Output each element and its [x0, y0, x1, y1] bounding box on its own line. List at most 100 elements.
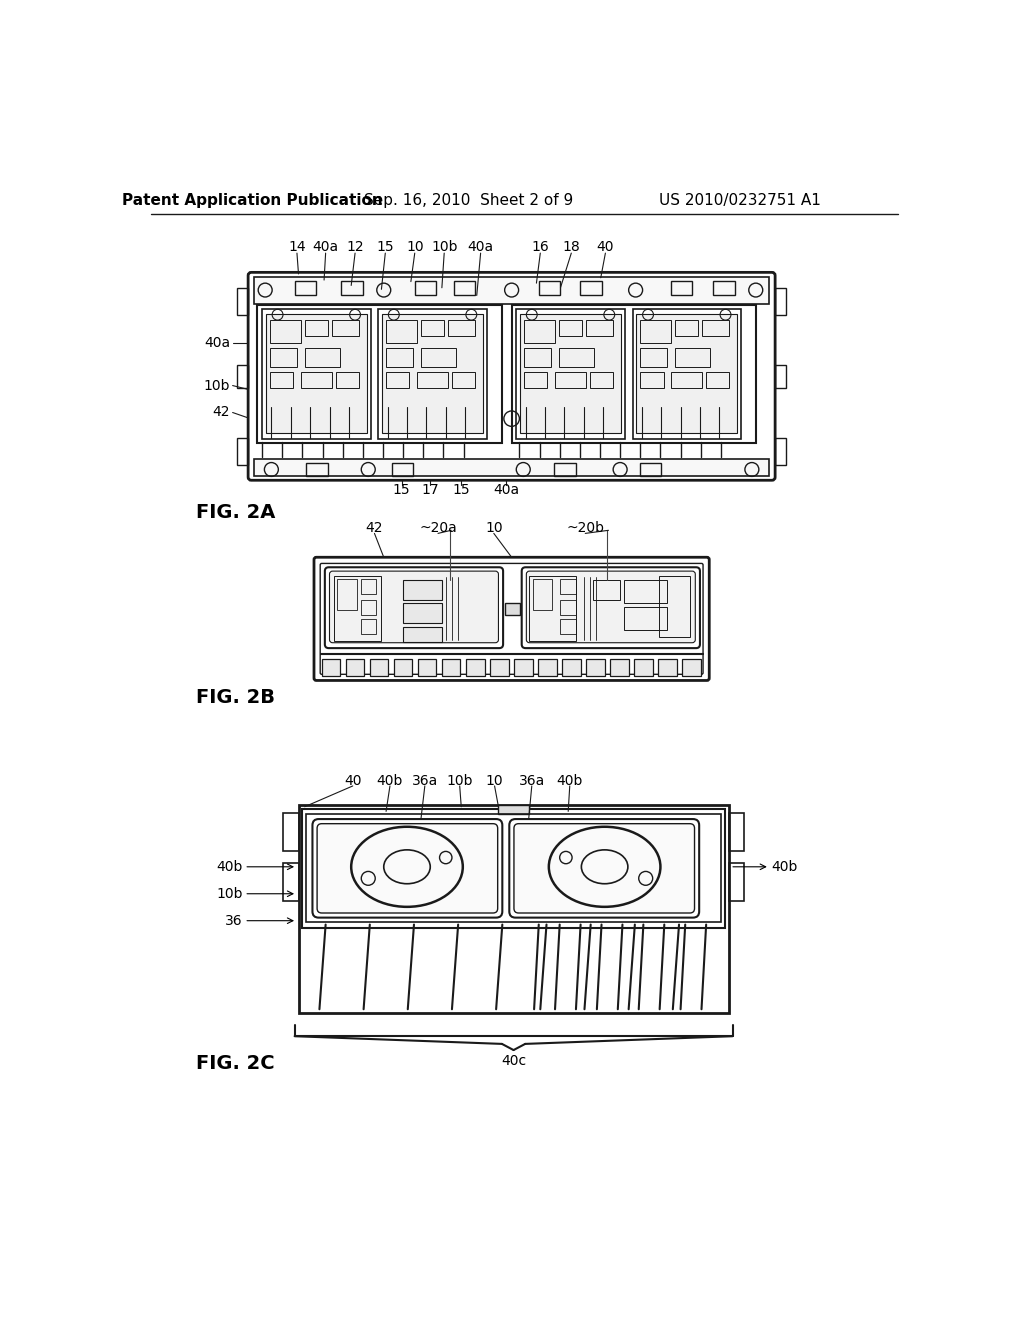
Bar — [332, 321, 359, 335]
Bar — [532, 579, 552, 610]
FancyBboxPatch shape — [514, 824, 694, 913]
Text: 36a: 36a — [412, 774, 438, 788]
Bar — [341, 281, 362, 294]
Bar — [775, 364, 786, 388]
Bar — [238, 288, 248, 314]
Text: FIG. 2B: FIG. 2B — [197, 688, 275, 708]
FancyBboxPatch shape — [330, 572, 499, 643]
Text: 40b: 40b — [216, 859, 243, 874]
Bar — [559, 321, 583, 335]
Bar — [524, 321, 555, 343]
Bar — [403, 581, 442, 599]
Bar — [454, 281, 475, 294]
Bar — [415, 281, 436, 294]
Bar — [403, 627, 442, 642]
Bar — [270, 321, 301, 343]
Bar — [306, 814, 721, 923]
Text: 40a: 40a — [468, 240, 494, 253]
Text: Patent Application Publication: Patent Application Publication — [122, 193, 382, 209]
Bar — [254, 459, 769, 475]
Bar — [520, 314, 621, 433]
Bar — [729, 813, 744, 851]
Bar — [299, 805, 729, 1014]
Bar — [360, 619, 376, 635]
Bar — [671, 281, 692, 294]
Text: 40: 40 — [597, 240, 614, 253]
Bar — [529, 576, 575, 642]
Bar — [442, 659, 461, 676]
Bar — [524, 348, 551, 367]
Bar — [498, 805, 528, 814]
Bar — [391, 463, 414, 475]
Text: US 2010/0232751 A1: US 2010/0232751 A1 — [659, 193, 821, 209]
Text: 40: 40 — [344, 774, 361, 788]
Bar — [516, 309, 625, 438]
Bar — [593, 581, 621, 599]
FancyBboxPatch shape — [317, 824, 498, 913]
Bar — [386, 348, 414, 367]
Bar — [640, 463, 662, 475]
Bar — [270, 348, 297, 367]
FancyBboxPatch shape — [526, 572, 695, 643]
Text: 42: 42 — [366, 521, 383, 535]
Bar — [238, 364, 248, 388]
Bar — [262, 309, 371, 438]
Bar — [334, 576, 381, 642]
Bar — [640, 348, 668, 367]
Bar — [590, 372, 613, 388]
Bar — [562, 659, 581, 676]
Text: 42: 42 — [213, 405, 230, 420]
Text: FIG. 2C: FIG. 2C — [197, 1053, 274, 1073]
Bar — [524, 372, 547, 388]
Text: 10: 10 — [485, 521, 503, 535]
Bar — [403, 603, 442, 623]
Bar — [560, 599, 575, 615]
Bar — [238, 438, 248, 465]
Bar — [418, 659, 436, 676]
Text: 17: 17 — [422, 483, 439, 496]
Text: 40b: 40b — [377, 774, 403, 788]
Text: 18: 18 — [562, 240, 581, 253]
Bar — [682, 659, 700, 676]
Bar — [702, 321, 729, 335]
Bar — [336, 372, 359, 388]
Bar — [295, 281, 316, 294]
Bar — [539, 281, 560, 294]
Bar — [610, 659, 629, 676]
Text: 40c: 40c — [501, 1053, 526, 1068]
Text: ~20a: ~20a — [419, 521, 457, 535]
Bar — [658, 576, 690, 638]
Bar — [305, 321, 328, 335]
Text: FIG. 2A: FIG. 2A — [197, 503, 275, 523]
Text: 36: 36 — [225, 913, 243, 928]
Text: 10: 10 — [406, 240, 424, 253]
Text: ~20b: ~20b — [566, 521, 604, 535]
Bar — [306, 463, 328, 475]
Bar — [640, 372, 664, 388]
Text: 10b: 10b — [216, 887, 243, 900]
Text: 14: 14 — [288, 240, 306, 253]
Bar — [382, 314, 483, 433]
Bar — [514, 659, 532, 676]
Bar — [337, 579, 356, 610]
Text: 40a: 40a — [494, 483, 519, 496]
Bar — [554, 463, 575, 475]
Bar — [624, 607, 667, 631]
Bar — [640, 321, 672, 343]
Bar — [305, 348, 340, 367]
Text: 40a: 40a — [312, 240, 339, 253]
Bar — [675, 321, 698, 335]
Bar — [633, 309, 741, 438]
Bar — [586, 659, 604, 676]
Bar — [512, 305, 756, 444]
Text: 15: 15 — [377, 240, 394, 253]
Text: 15: 15 — [453, 483, 470, 496]
Bar — [586, 321, 613, 335]
Text: 36a: 36a — [518, 774, 545, 788]
Bar — [672, 372, 702, 388]
Bar — [729, 863, 744, 902]
Bar — [257, 305, 502, 444]
Bar — [386, 372, 410, 388]
Text: Sep. 16, 2010  Sheet 2 of 9: Sep. 16, 2010 Sheet 2 of 9 — [365, 193, 573, 209]
Bar — [658, 659, 677, 676]
